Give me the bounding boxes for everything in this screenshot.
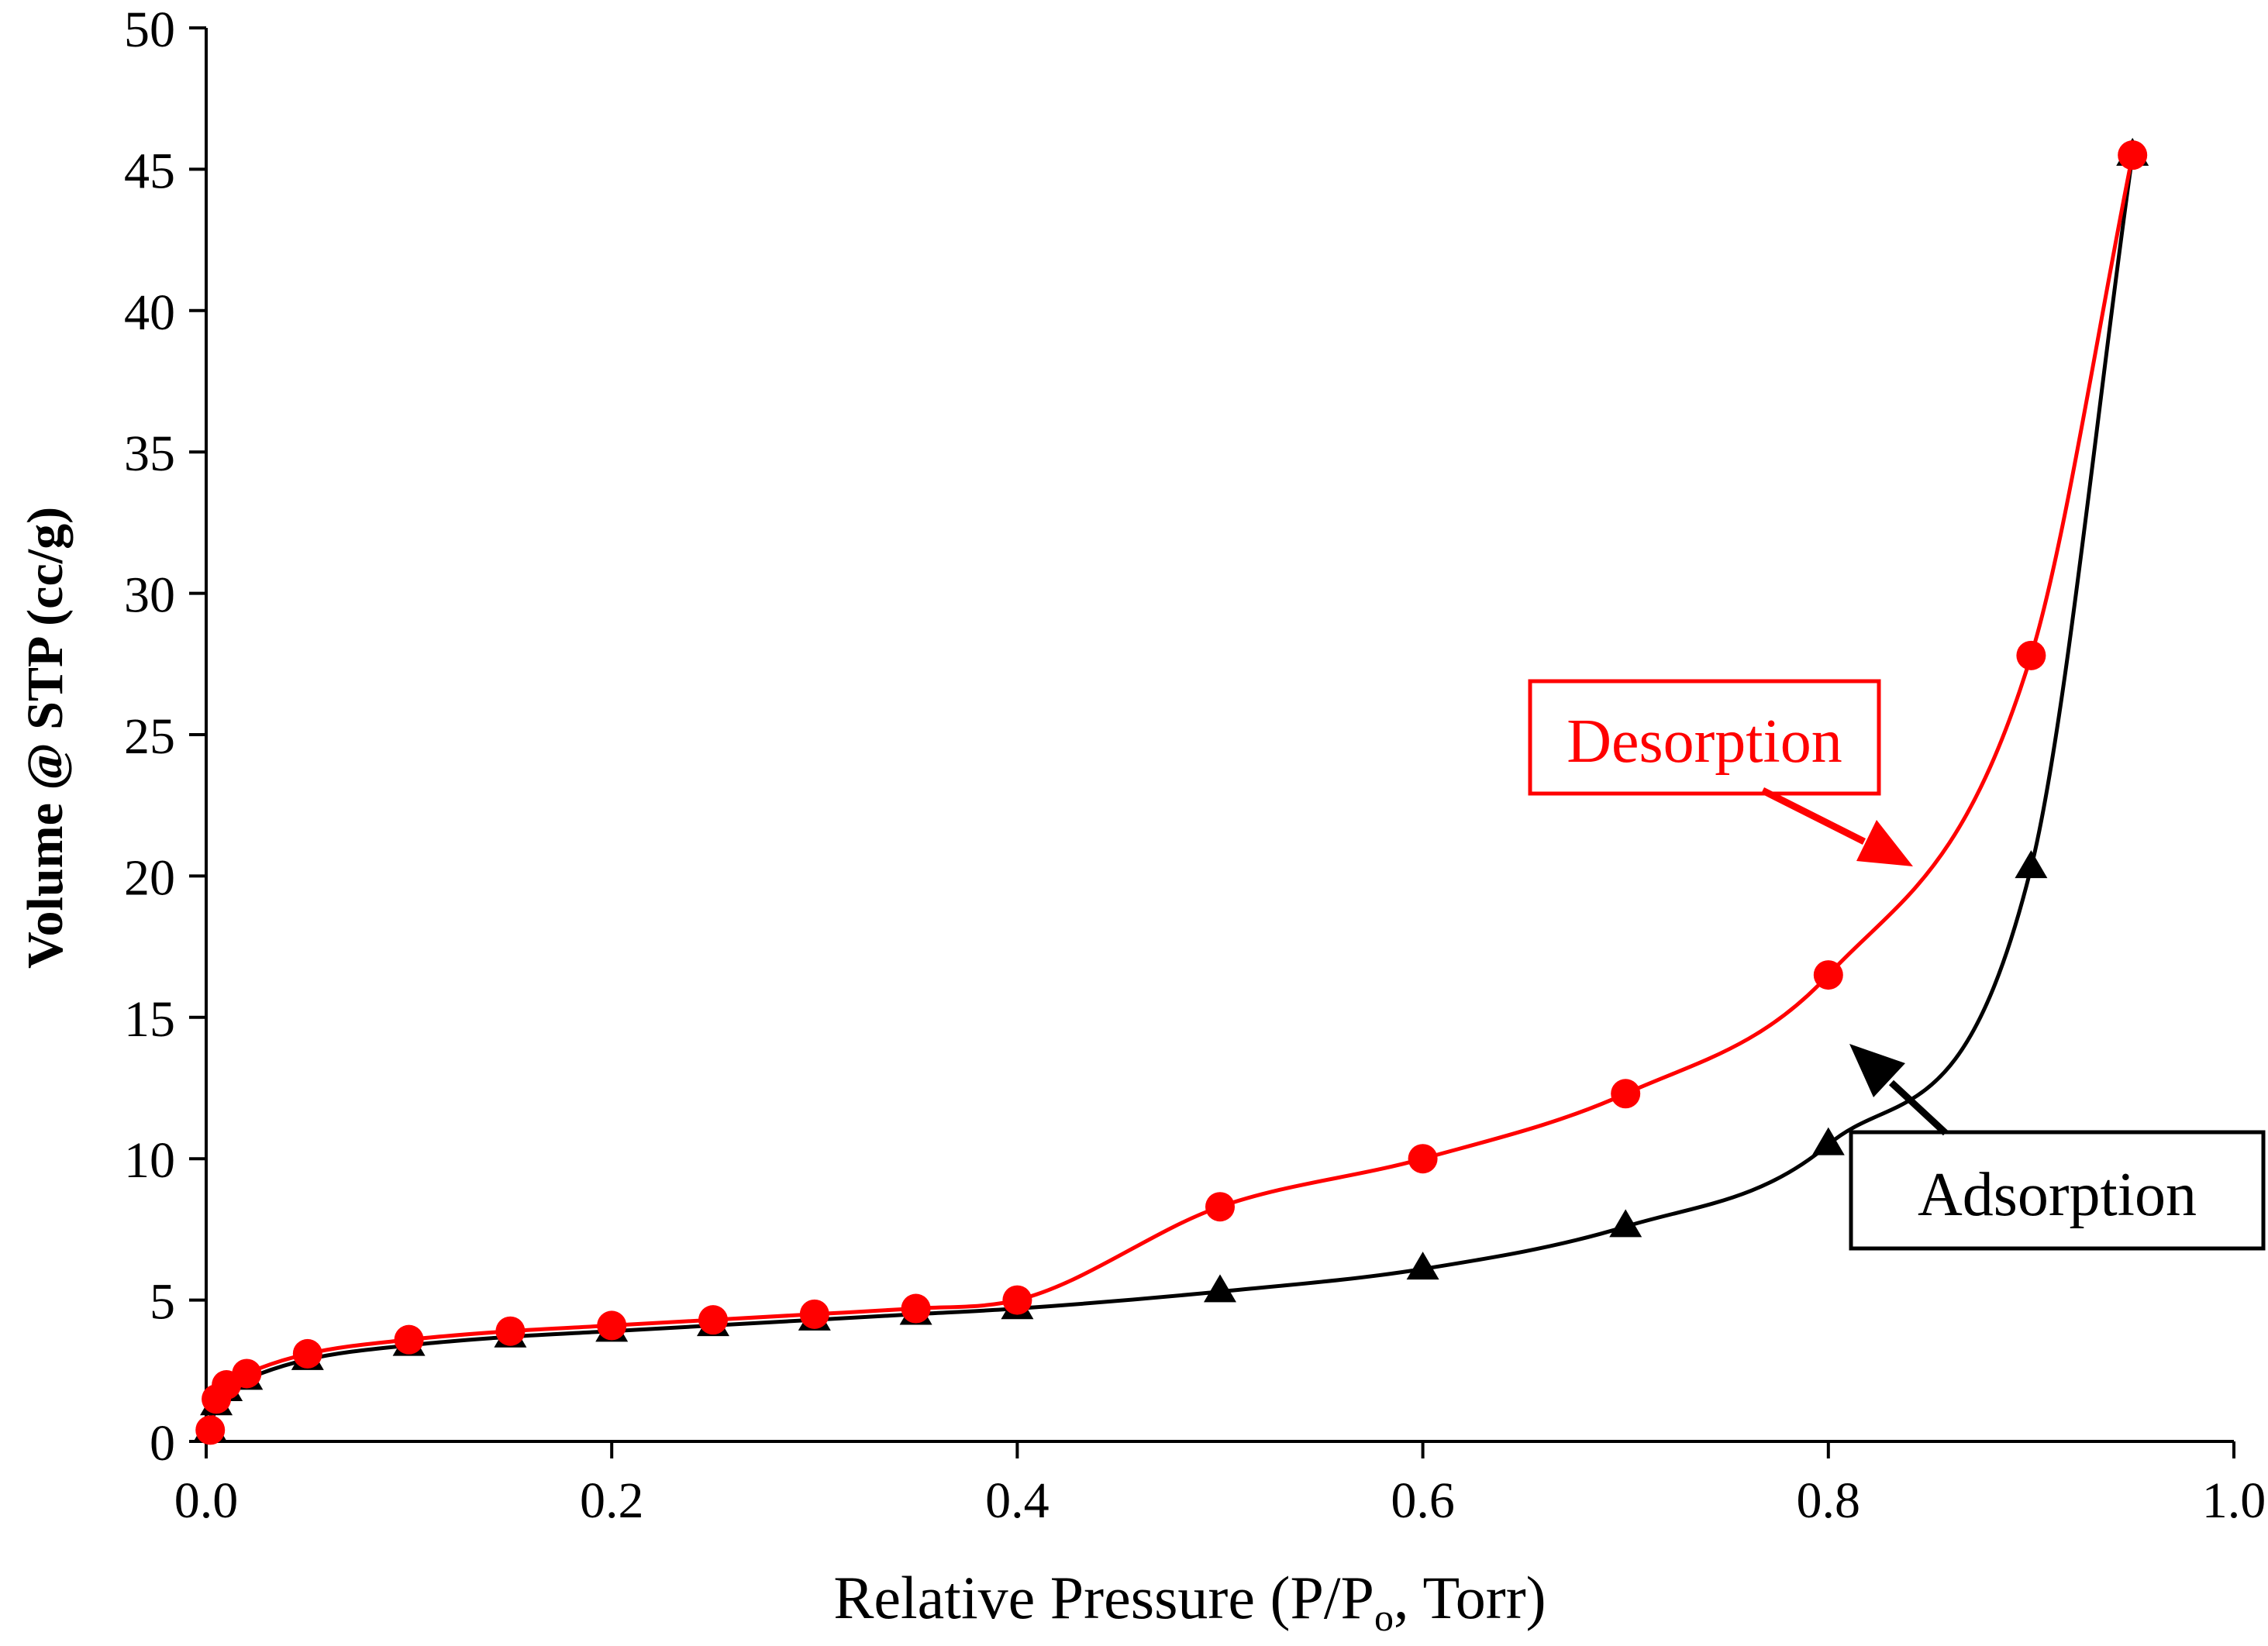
x-tick-label: 1.0 — [2202, 1472, 2266, 1529]
y-tick-label: 0 — [150, 1415, 175, 1472]
x-tick-label: 0.6 — [1391, 1472, 1455, 1529]
desorption-arrow-head — [1856, 820, 1913, 866]
y-tick-label: 30 — [124, 567, 175, 624]
adsorption-point — [1609, 1209, 1642, 1238]
x-tick-label: 0.8 — [1797, 1472, 1861, 1529]
desorption-point — [1205, 1192, 1235, 1222]
adsorption-point — [1406, 1252, 1439, 1280]
desorption-point — [495, 1316, 526, 1346]
desorption-point — [1611, 1079, 1641, 1109]
y-tick-label: 15 — [124, 991, 175, 1048]
desorption-arrow-shaft — [1760, 787, 1866, 845]
desorption-series-line — [208, 154, 2135, 1431]
y-tick-label: 25 — [124, 708, 175, 765]
desorption-point — [1002, 1285, 1032, 1315]
x-axis-label-subscript: o — [1374, 1596, 1394, 1639]
y-tick-label: 10 — [124, 1132, 175, 1189]
y-tick-label: 50 — [124, 2, 175, 58]
adsorption-annotation: Adsorption — [1849, 1044, 2266, 1251]
desorption-point — [232, 1358, 262, 1389]
desorption-point — [597, 1310, 627, 1341]
adsorption-point — [1811, 1127, 1845, 1155]
x-tick-label: 0.0 — [174, 1472, 239, 1529]
desorption-point — [1408, 1144, 1438, 1174]
y-tick-label: 35 — [124, 425, 175, 482]
plot-layer: 0 5 10 15 20 25 30 35 40 45 50 0.0 0.2 0.4 0.6 0.8 1.0 — [124, 2, 2266, 1529]
y-tick-label: 40 — [124, 284, 175, 341]
desorption-point — [195, 1415, 226, 1445]
y-tick-label: 20 — [124, 849, 175, 906]
adsorption-label-box — [1849, 1130, 2266, 1251]
desorption-annotation: Desorption — [1528, 679, 1913, 866]
adsorption-point — [1204, 1274, 1236, 1303]
desorption-point — [2016, 640, 2046, 670]
desorption-label-box — [1528, 679, 1881, 796]
adsorption-point — [2015, 850, 2048, 879]
y-tick-label: 5 — [150, 1274, 175, 1331]
desorption-point — [2118, 140, 2148, 170]
adsorption-label: Adsorption — [1918, 1161, 2197, 1229]
desorption-point — [901, 1293, 931, 1324]
y-tick-label: 45 — [124, 143, 175, 199]
desorption-point — [394, 1324, 424, 1355]
y-axis-label: Volume @ STP (cc/g) — [17, 507, 74, 969]
desorption-point — [698, 1305, 728, 1335]
adsorption-arrow-head — [1849, 1044, 1905, 1097]
desorption-label: Desorption — [1567, 708, 1842, 776]
desorption-point — [1813, 960, 1843, 990]
x-tick-label: 0.2 — [580, 1472, 644, 1529]
x-tick-label: 0.4 — [985, 1472, 1050, 1529]
x-axis-label: Relative Pressure (P/Po, Torr) — [833, 1564, 1546, 1639]
desorption-point — [292, 1338, 322, 1369]
desorption-point — [799, 1299, 829, 1329]
adsorption-arrow-shaft — [1888, 1080, 1949, 1136]
